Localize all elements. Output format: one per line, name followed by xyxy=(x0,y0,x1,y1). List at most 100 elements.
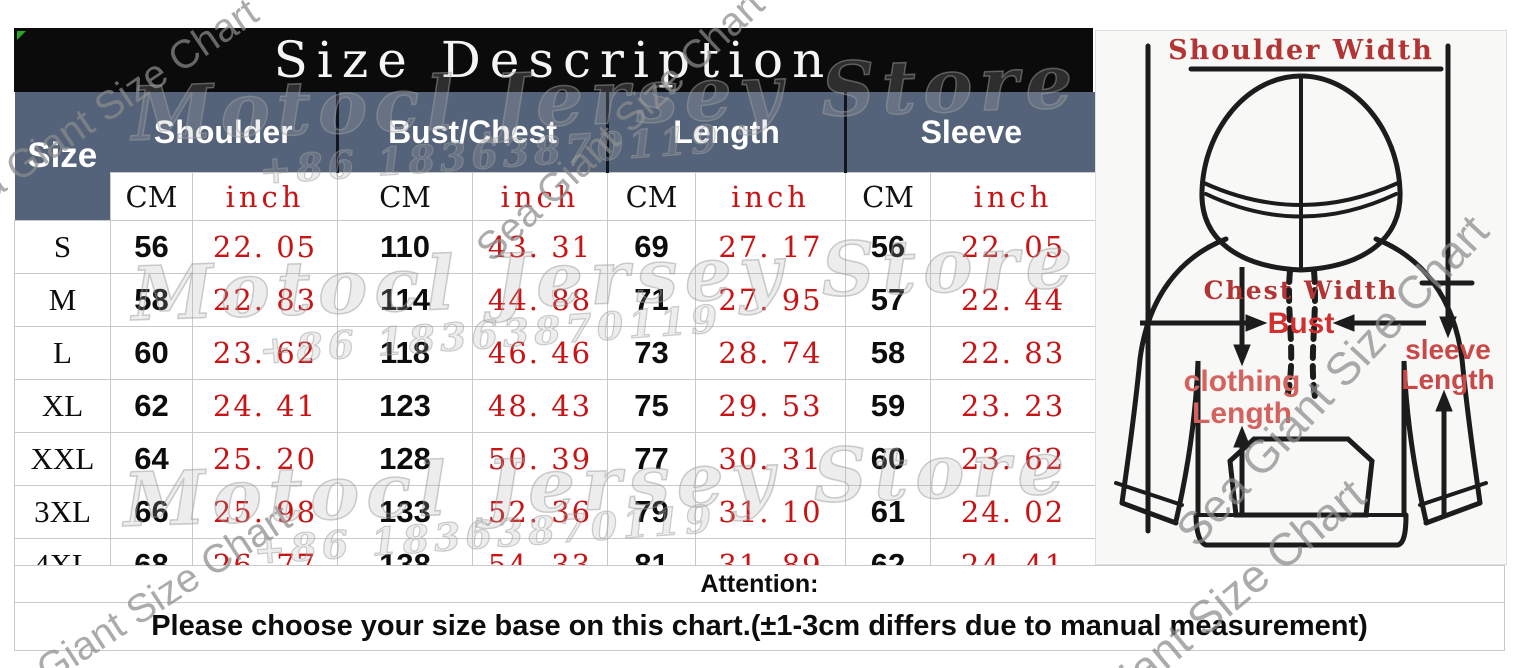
unit-label-inch: inch xyxy=(472,172,609,221)
measurement-arrows xyxy=(1140,267,1457,517)
bust-cm-value: 110 xyxy=(337,220,474,274)
length-cm-value: 71 xyxy=(607,273,697,327)
green-corner-marker-icon xyxy=(17,31,26,40)
sleeve-length-label-line1: sleeve xyxy=(1405,334,1491,365)
clothing-length-label-line2: Length xyxy=(1192,397,1292,430)
sleeve-cm-value: 61 xyxy=(845,485,932,539)
bust-cm-value: 118 xyxy=(337,326,474,380)
length-in-value: 31. 10 xyxy=(695,485,847,539)
length-in-value: 30. 31 xyxy=(695,432,847,486)
length-cm-value: 75 xyxy=(607,379,697,433)
title-bar: Size Description xyxy=(14,28,1093,92)
clothing-length-down-head xyxy=(1233,344,1251,367)
attention-heading: Attention: xyxy=(14,565,1505,603)
measurement-lines xyxy=(1145,43,1475,534)
unit-label-inch: inch xyxy=(695,172,847,221)
chest-width-label: Chest Width xyxy=(1204,276,1399,305)
unit-label-inch: inch xyxy=(191,172,339,221)
bust-arrow-right-head xyxy=(1332,314,1355,332)
bust-in-value: 48. 43 xyxy=(472,379,609,433)
sleeve-cm-value: 57 xyxy=(845,273,932,327)
length-cm-value: 77 xyxy=(607,432,697,486)
column-header-length: Length xyxy=(606,92,846,173)
size-label: L xyxy=(14,326,111,380)
right-cuff-band xyxy=(1418,481,1488,507)
shoulder-cm-value: 66 xyxy=(110,485,193,539)
hoodie-measurement-diagram: Shoulder Width Chest Width Bust clothing… xyxy=(1095,30,1507,565)
size-label: M xyxy=(14,273,111,327)
unit-label-cm: CM xyxy=(110,172,193,221)
bust-in-value: 50. 39 xyxy=(472,432,609,486)
column-header-size: Size xyxy=(14,92,111,221)
bust-arrow-left-head xyxy=(1245,314,1268,332)
shoulder-in-value: 22. 83 xyxy=(191,273,339,327)
sleeve-length-down-head xyxy=(1439,316,1457,339)
bust-in-value: 46. 46 xyxy=(472,326,609,380)
sleeve-in-value: 22. 05 xyxy=(930,220,1097,274)
bust-cm-value: 128 xyxy=(337,432,474,486)
length-cm-value: 69 xyxy=(607,220,697,274)
sleeve-in-value: 23. 62 xyxy=(930,432,1097,486)
size-label: XXL xyxy=(14,432,111,486)
table-unit-row: CM inch CM inch CM inch CM inch xyxy=(15,172,1097,221)
clothing-length-up-head xyxy=(1233,425,1251,448)
sleeve-in-value: 23. 23 xyxy=(930,379,1097,433)
length-in-value: 29. 53 xyxy=(695,379,847,433)
table-row: 3XL 66 25. 98 133 52. 36 79 31. 10 61 24… xyxy=(14,485,1097,539)
bust-label: Bust xyxy=(1268,307,1335,340)
shoulder-in-value: 25. 20 xyxy=(191,432,339,486)
table-row: XXL 64 25. 20 128 50. 39 77 30. 31 60 23… xyxy=(14,432,1097,486)
right-arm-outline xyxy=(1373,236,1483,506)
length-cm-value: 73 xyxy=(607,326,697,380)
sleeve-cm-value: 56 xyxy=(845,220,932,274)
shoulder-in-value: 23. 62 xyxy=(191,326,339,380)
size-table: Size Shoulder Bust/Chest Length Sleeve C… xyxy=(14,92,1097,592)
shoulder-cm-value: 56 xyxy=(110,220,193,274)
drawstring-left xyxy=(1285,268,1295,396)
bust-in-value: 44. 88 xyxy=(472,273,609,327)
left-torso-edge xyxy=(1173,360,1201,524)
shoulder-cm-value: 64 xyxy=(110,432,193,486)
bust-in-value: 52. 36 xyxy=(472,485,609,539)
left-arm-outline xyxy=(1119,236,1229,506)
shoulder-cm-value: 62 xyxy=(110,379,193,433)
shoulder-in-value: 25. 98 xyxy=(191,485,339,539)
bust-cm-value: 133 xyxy=(337,485,474,539)
page-title: Size Description xyxy=(273,31,834,89)
hoodie-sketch xyxy=(1114,73,1488,548)
size-label: S xyxy=(14,220,111,274)
length-cm-value: 79 xyxy=(607,485,697,539)
shoulder-cm-value: 60 xyxy=(110,326,193,380)
length-in-value: 28. 74 xyxy=(695,326,847,380)
sleeve-cm-value: 60 xyxy=(845,432,932,486)
clothing-length-label-line1: clothing xyxy=(1184,365,1301,398)
column-header-shoulder: Shoulder xyxy=(110,92,338,173)
bust-cm-value: 123 xyxy=(337,379,474,433)
unit-label-inch: inch xyxy=(930,172,1097,221)
table-row: XL 62 24. 41 123 48. 43 75 29. 53 59 23.… xyxy=(14,379,1097,433)
table-row: S 56 22. 05 110 43. 31 69 27. 17 56 22. … xyxy=(14,220,1097,274)
sleeve-length-up-head xyxy=(1435,389,1453,412)
column-header-bust-chest: Bust/Chest xyxy=(336,92,608,173)
table-group-header-row: Size Shoulder Bust/Chest Length Sleeve xyxy=(14,92,1096,221)
bust-cm-value: 114 xyxy=(337,273,474,327)
unit-label-cm: CM xyxy=(607,172,697,221)
left-cuff-band xyxy=(1114,481,1184,507)
shoulder-width-label: Shoulder Width xyxy=(1168,35,1434,66)
size-label: XL xyxy=(14,379,111,433)
bust-in-value: 43. 31 xyxy=(472,220,609,274)
length-in-value: 27. 95 xyxy=(695,273,847,327)
left-cuff xyxy=(1119,500,1179,526)
column-header-sleeve: Sleeve xyxy=(844,92,1096,173)
table-row: M 58 22. 83 114 44. 88 71 27. 95 57 22. … xyxy=(14,273,1097,327)
hem-band xyxy=(1193,512,1409,548)
right-cuff xyxy=(1423,500,1483,526)
sleeve-cm-value: 59 xyxy=(845,379,932,433)
kangaroo-pocket xyxy=(1227,436,1375,518)
length-in-value: 27. 17 xyxy=(695,220,847,274)
attention-note: Please choose your size base on this cha… xyxy=(14,602,1505,651)
sleeve-in-value: 22. 83 xyxy=(930,326,1097,380)
sleeve-in-value: 22. 44 xyxy=(930,273,1097,327)
sleeve-in-value: 24. 02 xyxy=(930,485,1097,539)
